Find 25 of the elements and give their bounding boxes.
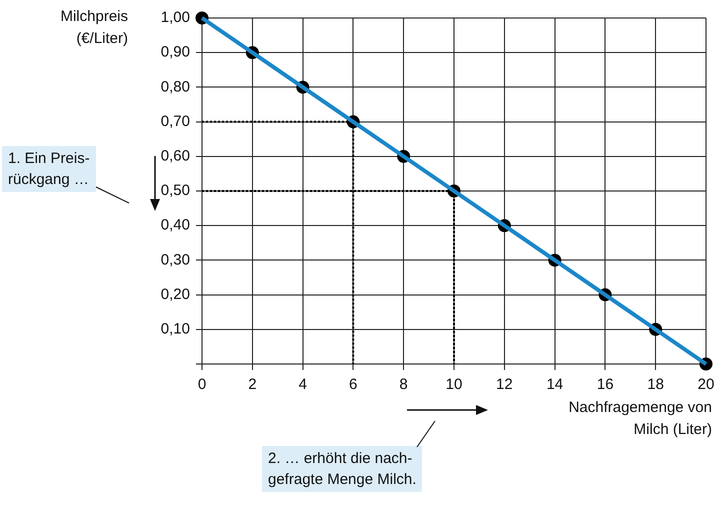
x-tick-label: 14 [546,376,564,394]
x-tick-label: 0 [198,376,206,394]
y-tick-label: 1,00 [160,9,190,26]
y-axis-title: Milchpreis (€/Liter) [60,7,128,49]
text: 1. Ein Preis- rückgang … [2,146,96,192]
y-tick-label: 0,80 [160,78,190,96]
x-tick-label: 20 [698,376,714,394]
text: 2. … erhöht die nach- gefragte Menge Milch. [262,446,422,492]
y-tick-label: 0,50 [160,182,190,200]
x-tick-label: 12 [496,376,513,394]
x-axis-title: Nachfragemenge von Milch (Liter) [568,398,712,440]
y-tick-label: 0,20 [160,286,190,303]
x-tick-label: 18 [647,376,664,394]
y-tick-label: 0,10 [160,320,190,338]
y-tick-label: 0,60 [160,148,190,165]
x-tick-label: 16 [596,376,614,394]
y-tick-label: 0,70 [160,112,190,130]
x-tick-label: 2 [248,376,257,394]
x-tick-label: 10 [446,376,462,394]
y-tick-label: 0,30 [160,251,190,268]
x-tick-label: 4 [298,376,307,394]
x-tick-label: 8 [399,376,408,394]
y-tick-label: 0,40 [160,216,190,234]
y-tick-label: 0,90 [160,44,190,61]
x-tick-label: 6 [349,376,358,394]
